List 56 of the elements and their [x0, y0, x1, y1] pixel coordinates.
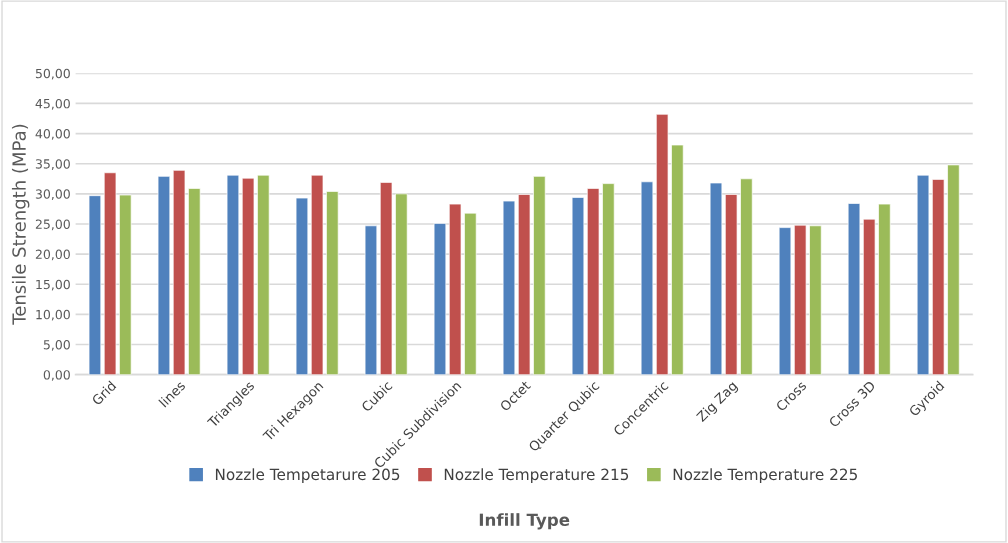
bar — [119, 194, 132, 375]
y-tick-label: 50,00 — [35, 68, 70, 80]
bar — [655, 113, 669, 375]
y-tick-label: 30,00 — [35, 189, 70, 201]
bar — [88, 195, 102, 375]
bar — [878, 203, 891, 375]
bar — [640, 181, 654, 375]
legend-label: Nozzle Temperature 225 — [673, 468, 857, 484]
legend-label: Nozzle Temperature 215 — [444, 468, 629, 484]
y-tick-label: 15,00 — [36, 279, 70, 291]
bar — [517, 194, 531, 375]
bar — [740, 178, 753, 375]
bar — [103, 172, 117, 375]
bar — [571, 197, 585, 375]
bar — [533, 176, 546, 375]
bar — [916, 174, 930, 375]
bar — [395, 193, 408, 375]
bar — [778, 227, 792, 375]
bar — [602, 183, 615, 375]
bar — [257, 174, 270, 375]
x-axis-title: Infill Type — [479, 513, 570, 530]
bar — [188, 188, 201, 375]
bar — [326, 191, 339, 375]
bar — [379, 182, 393, 375]
bar — [809, 225, 822, 375]
legend-label: Nozzle Tempetarure 205 — [215, 468, 400, 484]
bar — [464, 212, 477, 375]
y-axis-title: Tensile Strength (MPa) — [11, 124, 30, 325]
bar — [847, 203, 861, 375]
bar — [724, 194, 738, 375]
y-tick-label: 25,00 — [35, 219, 70, 231]
bar — [448, 203, 462, 375]
bar — [502, 200, 516, 375]
bar — [709, 182, 723, 375]
bar — [172, 169, 186, 375]
y-tick-label: 35,00 — [35, 159, 70, 170]
bar — [310, 174, 324, 375]
x-tick-label: Zig Zag — [695, 380, 740, 425]
bar — [226, 174, 240, 375]
bar — [862, 218, 876, 375]
bar — [241, 177, 255, 375]
bar — [157, 176, 171, 375]
y-tick-label: 40,00 — [35, 129, 70, 140]
y-tick-label: 0,00 — [43, 370, 70, 381]
y-tick-label: 10,00 — [36, 309, 70, 321]
bar — [793, 224, 807, 375]
bar — [671, 144, 684, 375]
bar — [433, 223, 447, 375]
y-tick-label: 20,00 — [35, 249, 70, 261]
bar — [932, 179, 945, 375]
bar — [947, 164, 960, 375]
y-tick-label: 45,00 — [35, 98, 70, 110]
y-tick-label: 5,00 — [43, 340, 70, 351]
bar — [364, 225, 378, 375]
bar — [295, 197, 309, 375]
bar — [586, 188, 600, 375]
